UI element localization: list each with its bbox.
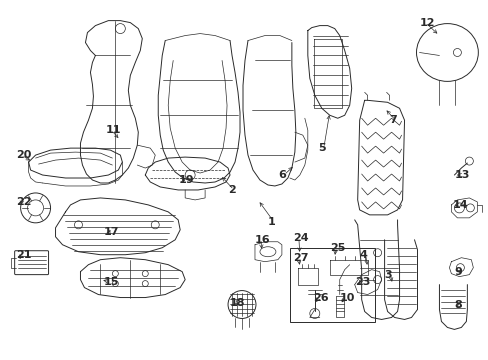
Text: 2: 2: [227, 185, 235, 195]
Text: 8: 8: [453, 300, 461, 310]
Text: 11: 11: [105, 125, 121, 135]
Text: 22: 22: [16, 197, 31, 207]
Text: 10: 10: [339, 293, 354, 302]
Text: 9: 9: [453, 267, 461, 276]
Text: 7: 7: [389, 115, 397, 125]
Text: 23: 23: [354, 276, 369, 287]
Text: 14: 14: [451, 200, 467, 210]
Text: 12: 12: [419, 18, 434, 28]
Text: 18: 18: [229, 297, 245, 307]
Text: 20: 20: [16, 150, 31, 160]
Text: 5: 5: [317, 143, 325, 153]
Text: 26: 26: [312, 293, 328, 302]
Text: 6: 6: [277, 170, 285, 180]
Text: 3: 3: [384, 270, 391, 280]
Text: 24: 24: [292, 233, 308, 243]
Text: 17: 17: [103, 227, 119, 237]
Text: 13: 13: [453, 170, 469, 180]
Text: 19: 19: [178, 175, 193, 185]
Text: 16: 16: [254, 235, 270, 245]
Text: 25: 25: [329, 243, 345, 253]
Text: 15: 15: [103, 276, 119, 287]
Text: 27: 27: [292, 253, 308, 263]
Text: 4: 4: [359, 250, 367, 260]
Text: 21: 21: [16, 250, 31, 260]
Text: 1: 1: [267, 217, 275, 227]
